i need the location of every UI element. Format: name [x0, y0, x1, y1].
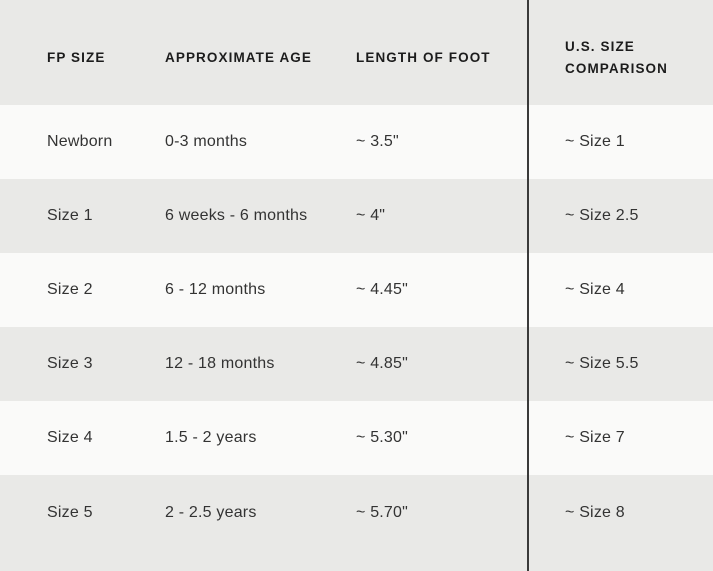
- table-row-size-4: Size 4 1.5 - 2 years ~ 5.30" ~ Size 7: [0, 401, 713, 475]
- column-header-approximate-age: APPROXIMATE AGE: [165, 49, 313, 65]
- cell-fp-size: Size 3: [47, 355, 93, 372]
- cell-length-of-foot: ~ 5.30": [356, 429, 409, 446]
- cell-fp-size: Size 5: [47, 504, 93, 521]
- cell-us-size: ~ Size 8: [565, 504, 625, 521]
- column-header-length-of-foot: LENGTH OF FOOT: [356, 49, 491, 65]
- cell-us-size: ~ Size 2.5: [565, 207, 639, 224]
- cell-us-size: ~ Size 5.5: [565, 355, 639, 372]
- table-row-size-2: Size 2 6 - 12 months ~ 4.45" ~ Size 4: [0, 253, 713, 327]
- cell-us-size: ~ Size 4: [565, 281, 625, 298]
- cell-length-of-foot: ~ 4": [356, 207, 386, 224]
- cell-length-of-foot: ~ 5.70": [356, 504, 409, 521]
- column-divider-line: [527, 0, 529, 571]
- cell-approximate-age: 6 - 12 months: [165, 281, 266, 298]
- cell-approximate-age: 0-3 months: [165, 133, 248, 150]
- cell-length-of-foot: ~ 4.85": [356, 355, 409, 372]
- table-row-size-3: Size 3 12 - 18 months ~ 4.85" ~ Size 5.5: [0, 327, 713, 401]
- cell-approximate-age: 6 weeks - 6 months: [165, 207, 308, 224]
- table-row-size-5: Size 5 2 - 2.5 years ~ 5.70" ~ Size 8: [0, 475, 713, 571]
- column-header-us-size-comparison: U.S. SIZE COMPARISON: [565, 38, 669, 76]
- cell-fp-size: Size 4: [47, 429, 93, 446]
- table-row-newborn: Newborn 0-3 months ~ 3.5" ~ Size 1: [0, 105, 713, 179]
- cell-approximate-age: 1.5 - 2 years: [165, 429, 257, 446]
- cell-fp-size: Size 1: [47, 207, 93, 224]
- cell-length-of-foot: ~ 4.45": [356, 281, 409, 298]
- cell-fp-size: Size 2: [47, 281, 93, 298]
- cell-us-size: ~ Size 7: [565, 429, 625, 446]
- table-header-row: FP SIZE APPROXIMATE AGE LENGTH OF FOOT U…: [0, 0, 713, 105]
- cell-us-size: ~ Size 1: [565, 133, 625, 150]
- column-header-fp-size: FP SIZE: [47, 49, 106, 65]
- cell-approximate-age: 2 - 2.5 years: [165, 504, 257, 521]
- cell-fp-size: Newborn: [47, 133, 113, 150]
- cell-length-of-foot: ~ 3.5": [356, 133, 399, 150]
- cell-approximate-age: 12 - 18 months: [165, 355, 275, 372]
- table-row-size-1: Size 1 6 weeks - 6 months ~ 4" ~ Size 2.…: [0, 179, 713, 253]
